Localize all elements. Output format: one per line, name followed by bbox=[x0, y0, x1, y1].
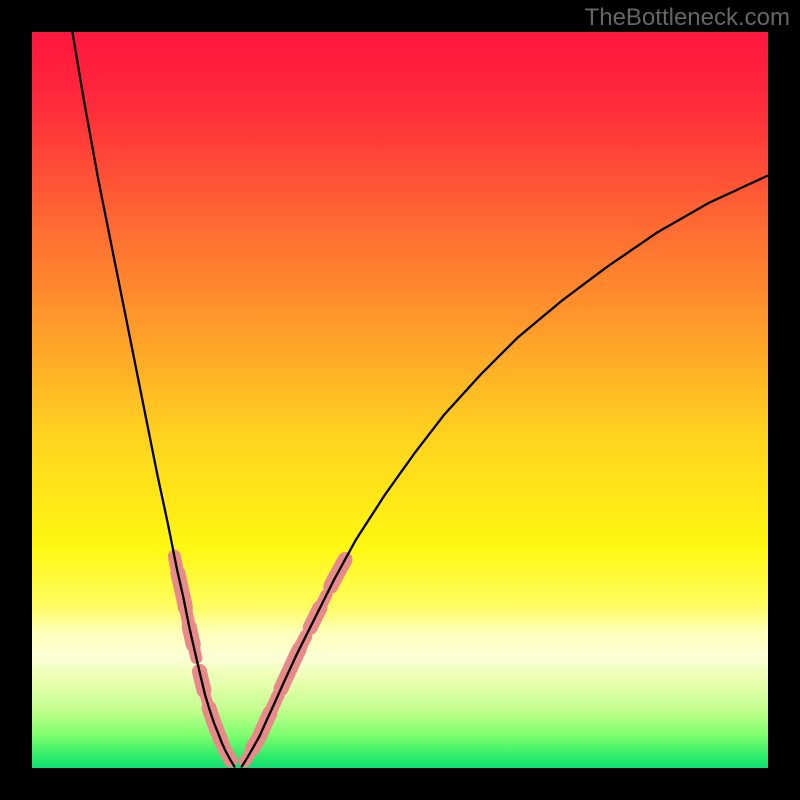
chart-svg bbox=[32, 32, 768, 768]
watermark-text: TheBottleneck.com bbox=[585, 4, 790, 32]
plot-area bbox=[32, 32, 768, 768]
figure-root: TheBottleneck.com bbox=[0, 0, 800, 800]
